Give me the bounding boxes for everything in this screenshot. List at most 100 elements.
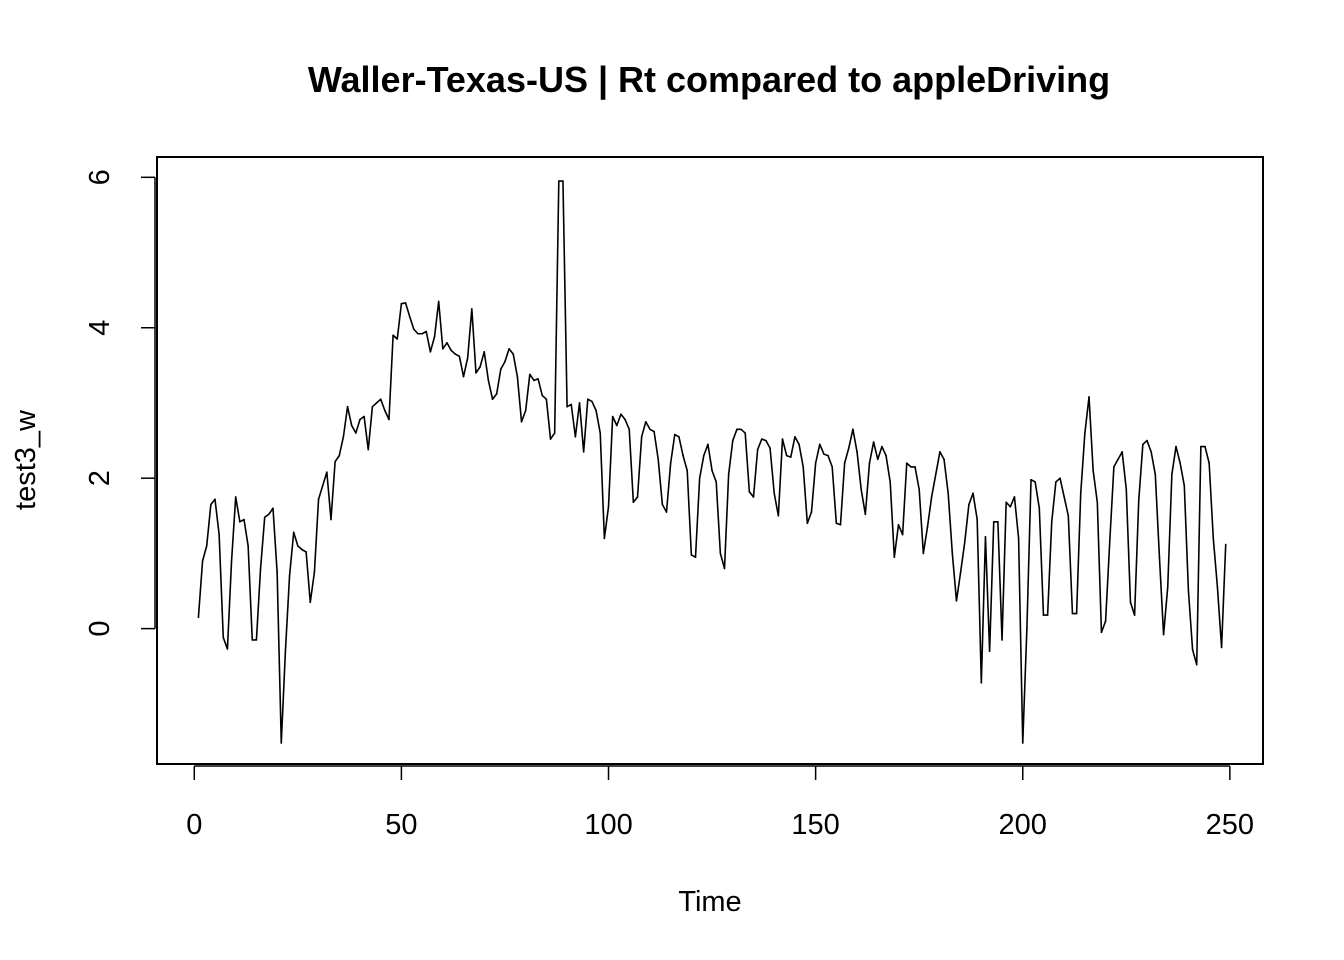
data-point [744, 432, 747, 434]
data-point [789, 456, 792, 458]
data-point [1121, 451, 1123, 453]
data-point [541, 394, 544, 397]
data-point [901, 533, 904, 536]
data-point [1046, 614, 1049, 616]
data-point [1224, 543, 1227, 546]
data-point [682, 454, 684, 457]
x-tick-label: 0 [186, 809, 202, 841]
data-point [508, 348, 510, 350]
data-point [292, 531, 295, 534]
data-point [889, 481, 891, 483]
data-point [239, 521, 241, 523]
data-point [1129, 601, 1132, 604]
data-point [230, 560, 233, 562]
data-point [997, 521, 999, 523]
data-point [272, 507, 274, 510]
data-point [632, 501, 635, 504]
data-point [491, 398, 494, 401]
data-point [1026, 627, 1028, 630]
data-point [234, 496, 237, 498]
data-point [1104, 620, 1107, 622]
data-point [483, 351, 486, 353]
y-axis: 0 2 4 6 [84, 169, 156, 637]
data-point [905, 462, 908, 464]
data-point [603, 537, 606, 540]
data-point [396, 338, 399, 340]
data-point [959, 571, 962, 573]
data-point [553, 432, 556, 434]
data-point [330, 518, 332, 521]
data-point [1187, 590, 1190, 592]
data-point [1137, 499, 1140, 502]
data-point [835, 522, 838, 525]
data-point [587, 398, 589, 401]
data-point [558, 180, 560, 182]
data-point [1113, 466, 1115, 468]
data-point [222, 636, 225, 639]
data-point [516, 375, 519, 378]
data-point [756, 448, 759, 451]
data-point [636, 496, 639, 498]
data-point [624, 418, 626, 421]
data-point [1220, 646, 1223, 649]
data-point [910, 466, 912, 468]
data-point [504, 360, 506, 363]
data-point [939, 451, 941, 453]
data-point [760, 438, 763, 440]
data-point [922, 552, 925, 555]
data-point [1142, 443, 1144, 446]
data-point [1179, 462, 1181, 464]
data-point [847, 447, 850, 449]
data-point [678, 436, 680, 438]
data-point [321, 484, 324, 487]
data-point [864, 513, 867, 516]
data-point [301, 548, 303, 551]
data-point [599, 432, 602, 434]
data-point [707, 443, 709, 446]
data-point [524, 409, 527, 412]
data-point [1125, 488, 1128, 491]
data-point [1166, 586, 1169, 589]
series-points [197, 180, 1227, 744]
data-point [375, 402, 378, 404]
data-point [823, 453, 825, 455]
data-point [251, 639, 254, 641]
data-point [280, 742, 283, 744]
series-line [197, 180, 1227, 744]
data-point [1017, 537, 1020, 540]
data-point [479, 366, 481, 368]
data-point [976, 518, 978, 521]
data-point [968, 503, 970, 506]
data-point [404, 302, 407, 304]
data-point [205, 545, 208, 547]
data-point [988, 650, 991, 652]
data-point [984, 536, 987, 538]
data-point [562, 180, 564, 182]
data-point [665, 511, 668, 513]
data-point [885, 454, 887, 457]
data-point [243, 518, 245, 521]
data-point [711, 469, 713, 472]
data-point [1162, 633, 1165, 636]
data-point [843, 462, 846, 464]
data-point [1050, 521, 1053, 523]
data-point [338, 454, 341, 457]
data-point [1117, 458, 1119, 461]
data-point [1096, 501, 1099, 504]
x-tick-label: 200 [999, 809, 1047, 841]
data-point [818, 443, 821, 446]
data-point [437, 300, 440, 303]
data-point [218, 533, 220, 536]
data-point [810, 511, 813, 513]
data-point [388, 418, 390, 421]
data-point [926, 526, 929, 528]
data-point [1108, 541, 1111, 543]
data-point [197, 616, 200, 619]
data-point [475, 372, 477, 374]
data-point [1005, 501, 1007, 504]
data-point [450, 349, 452, 352]
data-point [1059, 477, 1061, 479]
data-point [408, 315, 411, 318]
data-point [454, 353, 457, 355]
